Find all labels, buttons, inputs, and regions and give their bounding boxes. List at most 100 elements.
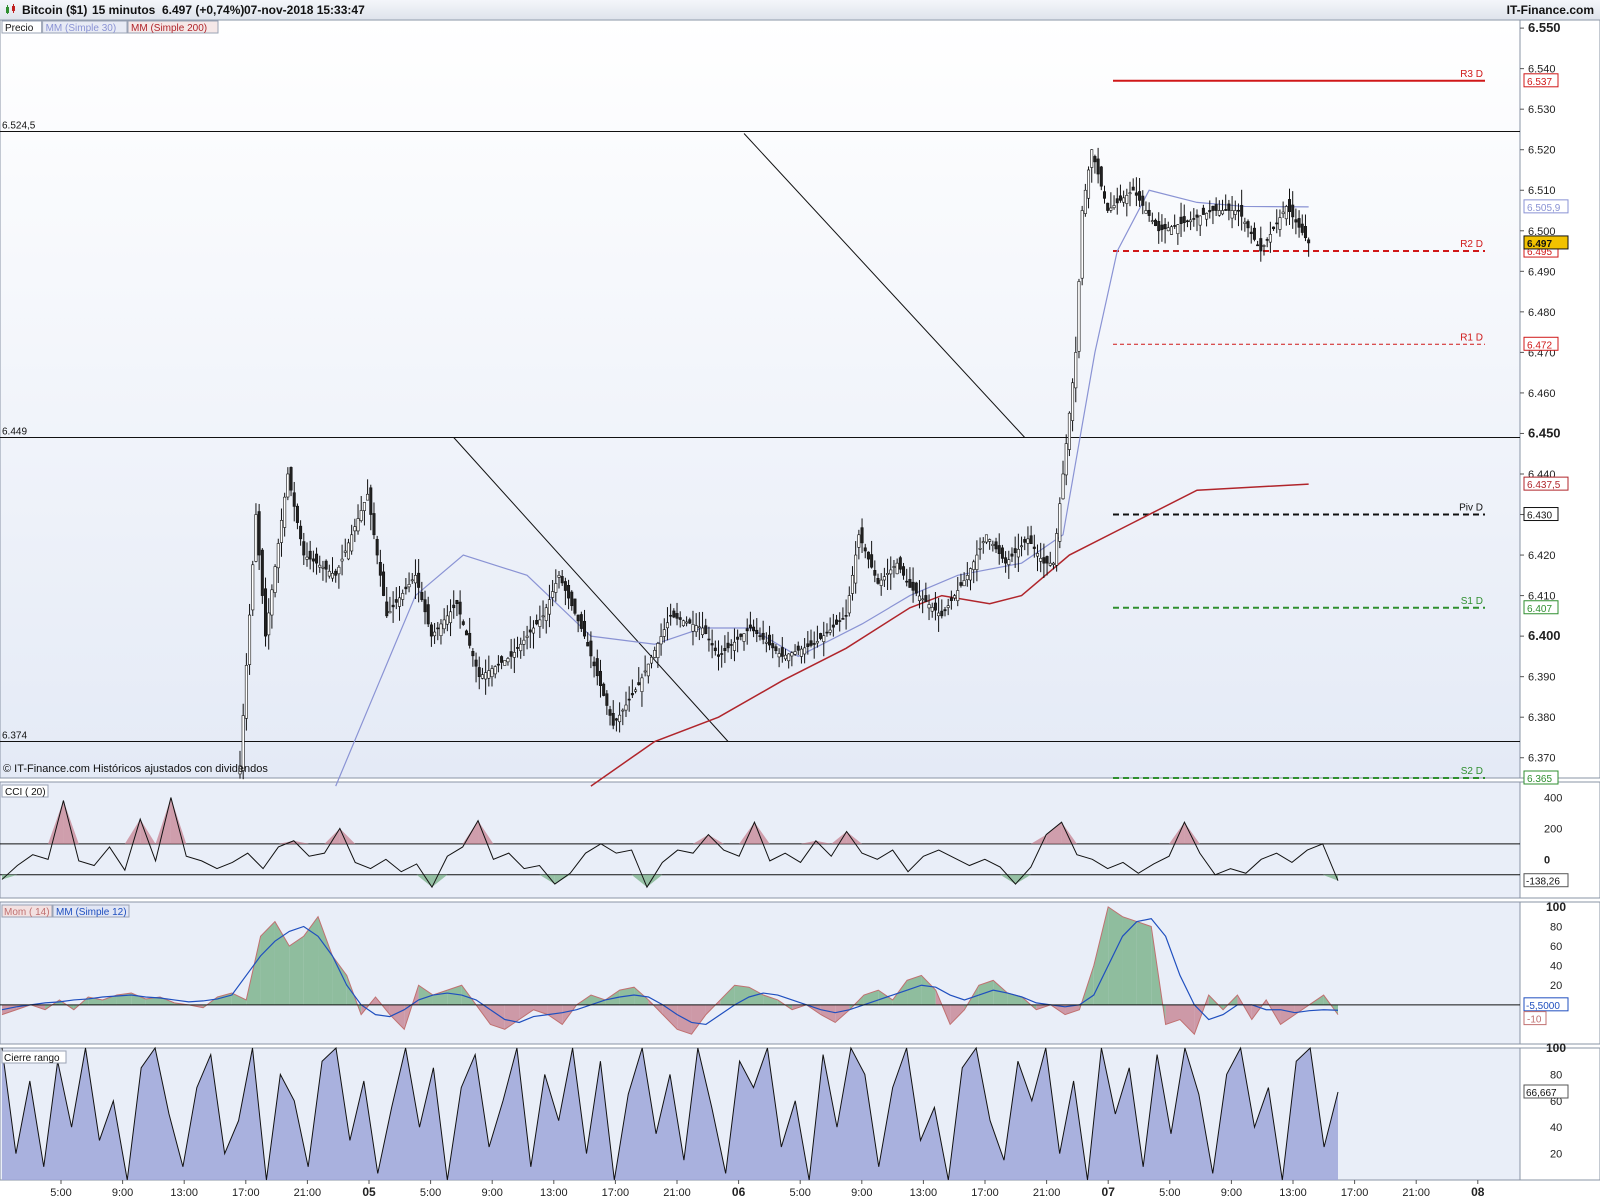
candle xyxy=(761,620,765,645)
candle-body xyxy=(997,545,1001,555)
candle-body xyxy=(340,558,344,562)
candle xyxy=(1106,202,1110,214)
candle xyxy=(822,621,826,657)
mom-ma-legend-box[interactable] xyxy=(52,904,130,918)
candle-body xyxy=(426,604,430,625)
candle-body xyxy=(755,629,759,634)
candle-body xyxy=(672,610,676,618)
candle-body xyxy=(1000,547,1004,559)
candle-body xyxy=(1195,214,1199,218)
candle xyxy=(1217,200,1221,217)
candle xyxy=(461,619,465,626)
candle-body xyxy=(1201,207,1205,215)
y-tick-label: 6.550 xyxy=(1528,20,1561,35)
candle-body xyxy=(276,543,280,569)
candle xyxy=(1150,212,1154,225)
brand-label[interactable]: IT-Finance.com xyxy=(1506,3,1594,17)
candle-body xyxy=(838,620,842,622)
candle-body xyxy=(841,618,845,620)
candle-body xyxy=(331,572,335,579)
interval-label[interactable]: 15 minutos xyxy=(92,3,156,17)
candle-body xyxy=(544,607,548,621)
candle xyxy=(755,618,759,643)
candle-body xyxy=(637,682,641,686)
y-tick-label: 6.510 xyxy=(1528,185,1556,197)
candle xyxy=(768,625,772,651)
mom-fill xyxy=(1165,1004,1180,1025)
candle xyxy=(949,590,953,610)
candlestick-icon xyxy=(6,4,15,14)
candle xyxy=(780,637,784,663)
candle xyxy=(1160,214,1164,242)
cci-last-box xyxy=(1523,873,1569,888)
candle-body xyxy=(1288,199,1292,212)
candle xyxy=(1093,154,1097,174)
candle-body xyxy=(675,613,679,619)
candle xyxy=(605,690,609,715)
candle-body xyxy=(937,612,941,617)
mom-fill xyxy=(662,1004,678,1030)
candle xyxy=(962,572,966,587)
pivot-price-label: 6.495 xyxy=(1527,247,1552,258)
legend-box[interactable] xyxy=(127,20,219,34)
y-tick-label: 6.380 xyxy=(1528,712,1556,724)
candle xyxy=(1169,225,1173,236)
candle xyxy=(1157,212,1161,244)
cci-fill-high xyxy=(324,828,340,844)
y-tick-label: 6.520 xyxy=(1528,145,1556,157)
candle-body xyxy=(911,581,915,591)
candle xyxy=(902,562,906,580)
candle-body xyxy=(940,610,944,617)
candle-body xyxy=(828,629,832,633)
candle xyxy=(991,540,995,552)
x-tick-label: 21:00 xyxy=(1033,1187,1061,1199)
candle-body xyxy=(436,627,440,630)
range-legend-box[interactable] xyxy=(1,1050,67,1064)
mom-legend-box[interactable] xyxy=(1,904,53,918)
candle-body xyxy=(356,518,360,532)
cci-fill-low xyxy=(539,874,555,885)
candle xyxy=(1087,166,1091,209)
candle-body xyxy=(1061,473,1065,500)
cci-fill-low xyxy=(1015,874,1031,885)
candle-body xyxy=(1067,412,1071,450)
candle xyxy=(1163,218,1167,244)
mom-fill xyxy=(1280,1004,1295,1025)
candle xyxy=(544,603,548,634)
candle-body xyxy=(681,620,685,626)
candle xyxy=(752,619,756,638)
candle-body xyxy=(586,642,590,647)
candle-body xyxy=(1109,207,1113,211)
cci-legend-box[interactable] xyxy=(1,784,49,798)
cci-fill-high xyxy=(278,840,294,844)
candle xyxy=(847,586,851,617)
candle-body xyxy=(528,629,532,633)
candle xyxy=(1048,551,1052,567)
candle xyxy=(557,570,561,589)
candle xyxy=(302,532,306,566)
candle xyxy=(493,665,497,679)
range-tick: 100 xyxy=(1546,1041,1566,1055)
mom-ma-last-box xyxy=(1523,997,1569,1012)
mom-fill xyxy=(590,995,606,1005)
mom-fill xyxy=(519,1004,534,1020)
candle-body xyxy=(1291,204,1295,218)
candle-body xyxy=(563,581,567,591)
legend-box[interactable] xyxy=(42,20,128,34)
candle xyxy=(346,538,350,561)
candle-body xyxy=(882,576,886,581)
candle xyxy=(579,611,583,632)
candle xyxy=(618,702,622,733)
cci-fill-high xyxy=(478,820,494,844)
candle xyxy=(1099,165,1103,191)
candle-body xyxy=(959,582,963,586)
candle xyxy=(634,687,638,694)
candle-body xyxy=(650,656,654,664)
legend-box[interactable] xyxy=(1,20,43,34)
candle-body xyxy=(726,642,730,649)
x-tick-label: 13:00 xyxy=(910,1187,938,1199)
candle-body xyxy=(445,615,449,625)
candle xyxy=(614,717,618,732)
candle xyxy=(723,635,727,664)
candle-body xyxy=(343,550,347,553)
